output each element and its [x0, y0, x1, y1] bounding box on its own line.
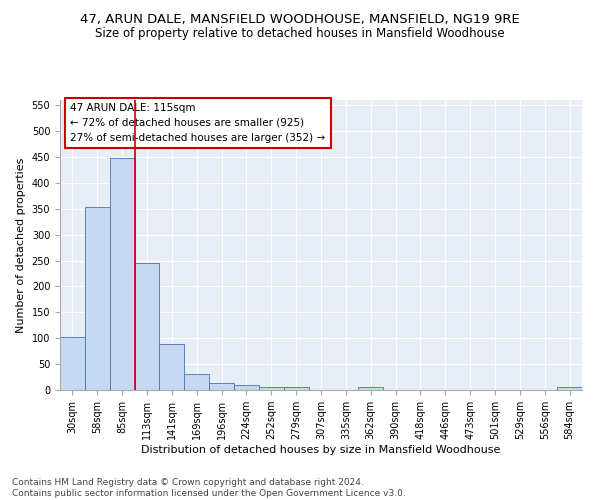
Text: 47, ARUN DALE, MANSFIELD WOODHOUSE, MANSFIELD, NG19 9RE: 47, ARUN DALE, MANSFIELD WOODHOUSE, MANS… [80, 12, 520, 26]
X-axis label: Distribution of detached houses by size in Mansfield Woodhouse: Distribution of detached houses by size … [142, 445, 500, 455]
Bar [358, 387, 383, 390]
Text: Contains HM Land Registry data © Crown copyright and database right 2024.
Contai: Contains HM Land Registry data © Crown c… [12, 478, 406, 498]
Bar [259, 387, 284, 390]
Bar [184, 374, 209, 390]
Bar [209, 383, 234, 390]
Bar [284, 388, 308, 390]
Bar [160, 344, 184, 390]
Y-axis label: Number of detached properties: Number of detached properties [16, 158, 26, 332]
Bar [557, 388, 582, 390]
Bar [134, 262, 160, 390]
Bar [234, 386, 259, 390]
Bar [60, 336, 85, 390]
Bar [85, 206, 110, 390]
Text: 47 ARUN DALE: 115sqm
← 72% of detached houses are smaller (925)
27% of semi-deta: 47 ARUN DALE: 115sqm ← 72% of detached h… [70, 103, 326, 142]
Bar [110, 158, 134, 390]
Text: Size of property relative to detached houses in Mansfield Woodhouse: Size of property relative to detached ho… [95, 28, 505, 40]
